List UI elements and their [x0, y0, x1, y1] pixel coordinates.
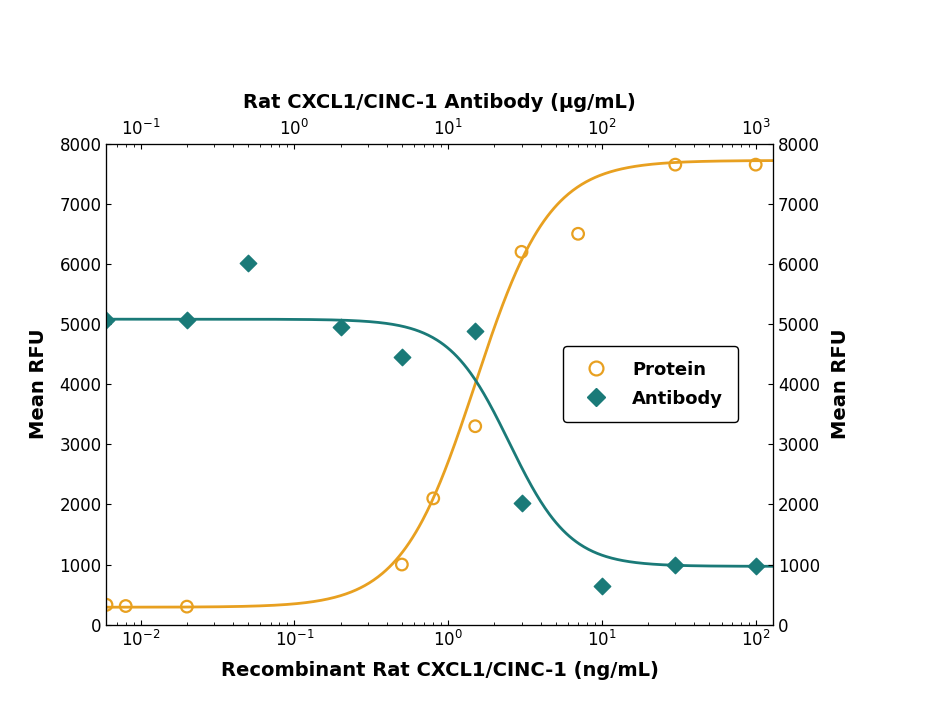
Point — [180, 314, 194, 326]
Point — [99, 599, 114, 610]
Point — [180, 601, 194, 612]
Point — [468, 325, 482, 337]
Point — [394, 351, 409, 363]
X-axis label: Rat CXCL1/CINC-1 Antibody (μg/mL): Rat CXCL1/CINC-1 Antibody (μg/mL) — [244, 93, 636, 111]
Point — [748, 560, 763, 572]
Point — [99, 314, 114, 326]
Y-axis label: Mean RFU: Mean RFU — [832, 329, 850, 439]
Point — [668, 159, 682, 170]
Point — [468, 421, 482, 432]
Point — [594, 580, 609, 592]
Point — [394, 559, 409, 570]
Legend: Protein, Antibody: Protein, Antibody — [563, 346, 737, 422]
Point — [333, 321, 348, 332]
Point — [748, 159, 763, 170]
Point — [119, 600, 133, 612]
Point — [426, 493, 441, 504]
Y-axis label: Mean RFU: Mean RFU — [30, 329, 48, 439]
Point — [514, 246, 529, 258]
Point — [570, 228, 585, 240]
Point — [514, 498, 529, 509]
Point — [668, 559, 682, 571]
Point — [241, 257, 256, 269]
X-axis label: Recombinant Rat CXCL1/CINC-1 (ng/mL): Recombinant Rat CXCL1/CINC-1 (ng/mL) — [221, 661, 658, 680]
